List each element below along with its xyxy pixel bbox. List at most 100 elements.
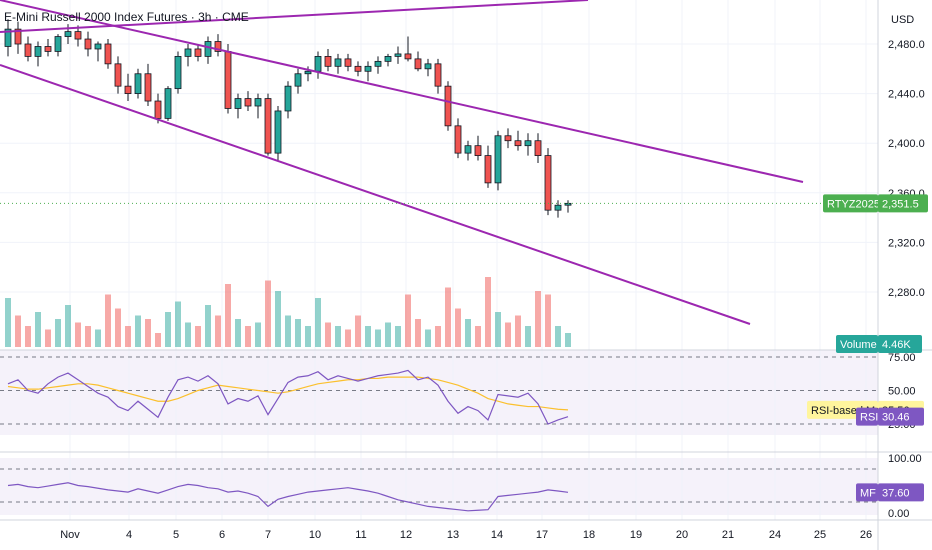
candle-body [284, 85, 292, 112]
candle-body [334, 58, 342, 67]
volume-bar [395, 326, 401, 347]
volume-bar [325, 322, 331, 347]
candle-body [54, 36, 62, 52]
candle-body [254, 98, 262, 107]
time-tick-label: Nov [60, 529, 80, 541]
price-tick-label: 2,400.0 [888, 138, 925, 150]
volume-bar [525, 326, 531, 347]
volume-bar [45, 329, 51, 347]
volume-bar [475, 326, 481, 347]
volume-bar [565, 333, 571, 347]
channel-line-top[interactable] [0, 0, 804, 183]
time-tick-label: 18 [583, 529, 595, 541]
channel-line-bottom[interactable] [0, 64, 751, 325]
candle-body [174, 56, 182, 90]
volume-bar [425, 329, 431, 347]
volume-bar [245, 326, 251, 347]
time-tick-label: 24 [769, 529, 781, 541]
candle-body [384, 56, 392, 62]
volume-bar [435, 326, 441, 347]
candle-body [134, 73, 142, 95]
rsi-line [7, 369, 569, 425]
volume-bar [165, 312, 171, 347]
volume-bar [155, 333, 161, 347]
volume-bar [15, 315, 21, 347]
time-tick-label: 4 [126, 529, 132, 541]
indicator-lines [7, 369, 569, 512]
grid-lines [0, 0, 878, 520]
last-price-tag: 2,351.5 [882, 198, 919, 210]
volume-bar [175, 301, 181, 347]
rsi-tick-label: 75.00 [888, 352, 916, 364]
price-tick-label: 2,320.0 [888, 237, 925, 249]
time-tick-label: 21 [722, 529, 734, 541]
mf-label-tag-bg [856, 483, 878, 502]
volume-bar [75, 322, 81, 347]
volume-bar [25, 326, 31, 347]
candle-body [434, 63, 442, 87]
volume-bar [385, 322, 391, 347]
candle-body [274, 110, 282, 154]
candle-body [4, 28, 12, 47]
price-axis[interactable]: 2,480.02,440.02,400.02,360.02,320.02,280… [888, 39, 925, 299]
candle-body [34, 46, 42, 57]
volume-bar [315, 298, 321, 347]
volume-bar [115, 308, 121, 347]
candle-body [214, 41, 222, 52]
time-tick-label: 19 [630, 529, 642, 541]
volume-bar [35, 312, 41, 347]
candle-body [324, 56, 332, 67]
rsi-label-tag-bg [856, 407, 878, 426]
volume-bar [505, 322, 511, 347]
time-tick-label: 10 [309, 529, 321, 541]
volume-value-tag-bg [878, 335, 922, 353]
mf-value-tag-bg [878, 483, 924, 502]
volume-bar [255, 322, 261, 347]
volume-bar [355, 315, 361, 347]
volume-bar [335, 326, 341, 347]
currency-label[interactable]: USD [891, 14, 915, 26]
candle-body [84, 38, 92, 50]
time-tick-label: 13 [447, 529, 459, 541]
candle-body [364, 65, 372, 72]
candle-body [64, 31, 72, 37]
candles[interactable] [4, 19, 572, 218]
price-tick-label: 2,440.0 [888, 89, 925, 101]
candle-body [124, 85, 132, 95]
volume-value-tag: 4.46K [882, 339, 911, 351]
volume-bar [445, 287, 451, 347]
mf-line [7, 482, 569, 512]
time-tick-label: 14 [491, 529, 503, 541]
candle-body [94, 43, 102, 50]
candle-body [244, 98, 252, 107]
candle-body [404, 53, 412, 60]
rsi-tick-label: 50.00 [888, 386, 916, 398]
candle-body [104, 43, 112, 65]
candle-body [24, 43, 32, 57]
candle-body [374, 60, 382, 67]
volume-bar [415, 319, 421, 347]
trend-line-upper[interactable] [0, 0, 589, 33]
symbol-tag: RTYZ2025 [827, 198, 880, 210]
volume-bar [235, 319, 241, 347]
volume-bar [365, 326, 371, 347]
candle-body [354, 65, 362, 72]
volume-bar [485, 277, 491, 347]
candle-body [534, 140, 542, 157]
mf-tick-label: 0.00 [888, 508, 909, 520]
volume-bars [5, 277, 571, 347]
volume-bar [85, 326, 91, 347]
mf-pane-background [0, 458, 878, 515]
last-price-tag-bg [878, 194, 928, 213]
indicator-level-lines [0, 356, 878, 503]
time-tick-label: 5 [173, 529, 179, 541]
volume-bar [215, 315, 221, 347]
time-tick-label: 7 [265, 529, 271, 541]
chart-title[interactable]: E-Mini Russell 2000 Index Futures · 3h ·… [4, 10, 249, 24]
volume-bar [55, 319, 61, 347]
volume-bar [185, 322, 191, 347]
volume-bar [65, 305, 71, 347]
time-axis[interactable]: Nov 4 5 6 7 10 11 12 13 14 17 18 19 20 21 24 25 26 [60, 529, 872, 541]
mf-axis[interactable]: 100.00 0.00 [888, 453, 922, 520]
